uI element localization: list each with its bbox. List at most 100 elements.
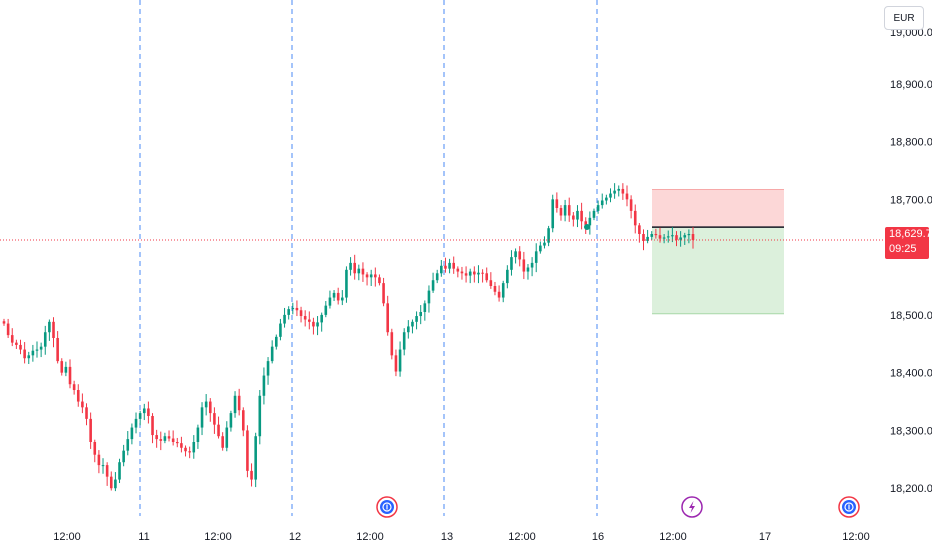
candle-body [320,314,323,323]
candle-body [435,273,439,281]
candle [246,425,249,478]
candle [621,183,625,200]
candle-body [270,346,274,362]
currency-button[interactable]: EUR [884,6,924,30]
candle-body [687,234,691,236]
candle [101,458,105,474]
candle [452,256,456,274]
candle [415,311,418,330]
candle-body [85,407,88,419]
candle [431,272,435,293]
candle-body [518,251,522,260]
candle-body [448,262,451,269]
candle [308,311,311,330]
candle-body [600,200,604,206]
candle-body [402,332,406,350]
candle [93,439,97,463]
candle [60,358,64,376]
candle [510,250,513,276]
session-grid [139,0,598,516]
price-tick-label: 18,300.0 [890,425,932,437]
candle-body [324,305,328,315]
candle [250,463,253,487]
candle [336,287,340,305]
candle-body [592,210,596,218]
event-dot[interactable] [584,224,590,230]
candles [2,183,695,492]
bar-countdown: 09:25 [889,243,917,255]
time-axis[interactable]: 12:00 11 12:00 12 12:00 13 12:00 16 12:00 17 12:00 [53,531,870,543]
candle [477,265,480,284]
candle [600,193,604,209]
candle [506,265,509,289]
candle-body [147,408,150,416]
candle [287,306,290,320]
candle-body [683,235,687,238]
candle [266,357,270,385]
candle [683,232,687,245]
candle [609,188,612,203]
candle [39,342,43,358]
candle-body [506,269,509,284]
candle [68,359,72,389]
candle [448,258,451,274]
candle-body [415,316,418,322]
candle [617,185,621,197]
candle [283,307,286,328]
candle-body [658,235,662,239]
candle-body [118,462,121,480]
candle-body [638,225,641,234]
time-tick-label: 12:00 [659,531,687,543]
candle [638,223,641,243]
candle [646,229,649,244]
candle-body [151,416,154,436]
candle-body [130,427,134,440]
candle-body [171,438,175,442]
time-tick-label: 12:00 [204,531,232,543]
candle [171,430,175,446]
candle-body [241,410,245,431]
candle-body [646,236,649,241]
current-price-tag: 18,629.7 09:25 [885,227,932,259]
candle-body [303,316,307,320]
candle-body [180,443,183,448]
candle-body [456,268,460,272]
candle-body [489,280,493,286]
earnings-icon[interactable] [376,496,398,518]
candle-body [522,259,526,272]
candle [369,269,373,286]
stop-loss-zone[interactable] [652,189,784,228]
candle [514,248,517,264]
candle [262,367,266,405]
candle [35,341,39,358]
candle-body [23,349,26,359]
candle [204,394,208,416]
candle-body [407,326,410,333]
candle [312,317,315,335]
candle-body [101,465,105,467]
candle [588,211,592,235]
candle-body [613,190,616,194]
take-profit-zone[interactable] [652,227,784,314]
candle [27,351,31,364]
earnings-icon[interactable] [838,496,860,518]
price-axis[interactable]: 18,200.0 18,300.0 18,400.0 18,500.0 18,700.0… [890,27,932,495]
price-tick-label: 18,500.0 [890,310,932,322]
candle [295,300,299,317]
candle [225,421,229,452]
candle [365,272,369,286]
candle [52,317,55,348]
candle-body [122,450,125,463]
candle [361,262,365,282]
candle-body [530,262,534,268]
candle [662,234,666,244]
lightning-icon[interactable] [681,496,703,518]
candle-body [563,205,567,216]
candle-body [559,208,563,216]
position-zones[interactable] [652,189,784,315]
event-icons[interactable] [376,496,860,518]
candle-body [605,197,608,201]
candle-body [184,447,187,452]
